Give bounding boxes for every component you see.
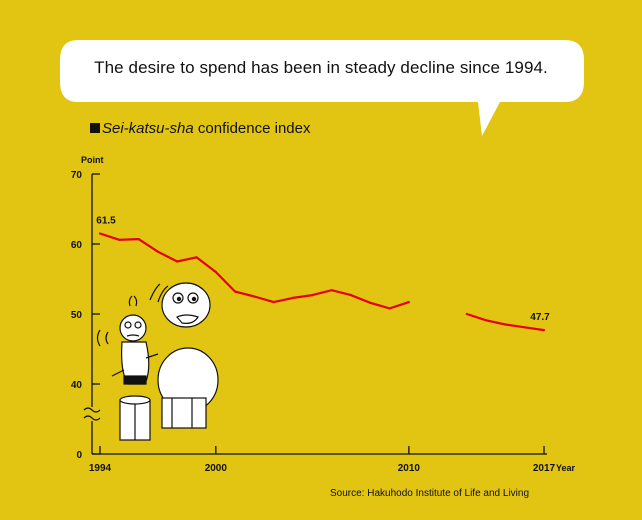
y-tick-label: 0 [76,450,82,461]
x-axis-label: Year [556,463,576,473]
callout-text: The desire to spend has been in steady d… [94,58,548,77]
y-tick-label: 40 [71,380,83,391]
data-point [291,296,295,299]
data-point [156,250,160,253]
data-point [118,238,121,241]
data-point [272,301,275,304]
data-point [388,307,391,310]
source-note: Source: Hakuhodo Institute of Life and L… [330,488,530,499]
axis-break-mark [83,407,101,413]
x-tick-label: 2010 [398,463,421,474]
data-point [407,301,410,304]
data-point [349,294,353,297]
x-tick-label: 2017 [533,463,556,474]
data-point [98,232,102,235]
data-point [465,312,468,316]
chart-title-rest: confidence index [193,120,311,137]
data-label: 47.7 [530,312,550,323]
data-series [98,232,546,332]
chart-axes [83,173,547,455]
x-tick-label: 1994 [89,463,112,474]
data-point [311,294,314,297]
cartoon-illustration [96,282,219,441]
chart-labels: 0 40 50 60 70 Point 1994 2000 2010 2017 Year 61.5 47… [71,155,576,474]
data-point [504,323,507,326]
y-axis-label: Point [81,155,104,165]
data-point [330,289,333,292]
title-marker-icon [90,123,100,133]
data-point [195,256,198,259]
y-tick-label: 70 [71,170,83,181]
data-label: 61.5 [96,216,116,227]
data-point [176,260,179,263]
data-point [137,238,140,241]
data-point [542,329,546,332]
y-tick-label: 60 [71,240,83,251]
y-tick-label: 50 [71,310,83,321]
axis-break-mark [83,415,101,421]
data-point [369,301,372,304]
data-point [253,295,256,298]
data-point [234,290,237,293]
data-point [523,326,526,329]
chart-title: Sei-katsu-sha confidence index [90,120,310,137]
x-tick-label: 2000 [205,463,228,474]
chart-title-italic: Sei-katsu-sha [102,120,194,137]
data-point [214,270,217,274]
data-point [484,319,488,322]
